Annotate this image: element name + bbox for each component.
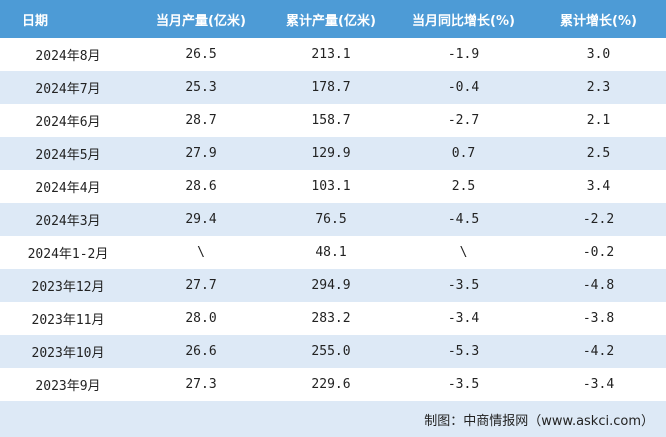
date-cell: 2023年11月 [31,313,105,328]
footer: 制图：中商情报网（www.askci.com） [0,401,666,437]
value-cell: \ [197,245,205,260]
value-cell: 2.3 [531,71,666,104]
value-cell: 76.5 [266,203,396,236]
value-cell: -3.5 [447,377,480,392]
value-cell: -5.3 [396,335,531,368]
value-cell: 28.0 [185,311,217,326]
table-row: 2023年9月 27.3 229.6 -3.5 -3.4 [0,368,666,401]
value-cell: -3.4 [582,377,615,392]
value-cell: -1.9 [447,47,480,62]
value-cell: -3.4 [447,311,480,326]
value-cell: 27.3 [185,377,217,392]
value-cell: 158.7 [311,113,351,128]
value-cell: 3.4 [586,179,611,194]
value-cell: 255.0 [266,335,396,368]
header-cell: 当月同比增长(%) [396,0,531,38]
date-cell: 2023年9月 [35,379,101,394]
value-cell: 229.6 [311,377,351,392]
table-row: 2024年3月 29.4 76.5 -4.5 -2.2 [0,203,666,236]
value-cell: 294.9 [266,269,396,302]
table-row: 2024年5月 27.9 129.9 0.7 2.5 [0,137,666,170]
table-row: 2023年12月 27.7 294.9 -3.5 -4.8 [0,269,666,302]
table-row: 2024年7月 25.3 178.7 -0.4 2.3 [0,71,666,104]
value-cell: -3.5 [396,269,531,302]
value-cell: 29.4 [136,203,266,236]
value-cell: -4.5 [396,203,531,236]
value-cell: -4.2 [531,335,666,368]
value-cell: 178.7 [266,71,396,104]
value-cell: 2.5 [531,137,666,170]
value-cell: 26.5 [185,47,217,62]
header-row: 日期 当月产量(亿米) 累计产量(亿米) 当月同比增长(%) 累计增长(%) [0,0,666,38]
table-row: 2023年11月 28.0 283.2 -3.4 -3.8 [0,302,666,335]
value-cell: 213.1 [311,47,351,62]
header-cell: 累计增长(%) [531,0,666,38]
value-cell: -0.4 [396,71,531,104]
table-row: 2024年1-2月 \ 48.1 \ -0.2 [0,236,666,269]
value-cell: -4.8 [531,269,666,302]
header-cell: 日期 [0,0,136,38]
value-cell: 2.5 [451,179,476,194]
source-note: 制图：中商情报网（www.askci.com） [424,414,654,429]
value-cell: 28.7 [185,113,217,128]
date-cell: 2023年12月 [0,269,136,302]
value-cell: 26.6 [136,335,266,368]
value-cell: 283.2 [311,311,351,326]
value-cell: -2.2 [531,203,666,236]
value-cell: 27.7 [136,269,266,302]
value-cell: 129.9 [266,137,396,170]
table-row: 2023年10月 26.6 255.0 -5.3 -4.2 [0,335,666,368]
date-cell: 2023年10月 [0,335,136,368]
date-cell: 2024年3月 [0,203,136,236]
date-cell: 2024年4月 [35,181,101,196]
value-cell: -3.8 [582,311,615,326]
value-cell: \ [459,245,468,260]
date-cell: 2024年8月 [35,49,101,64]
date-cell: 2024年1-2月 [27,247,109,262]
value-cell: 103.1 [311,179,351,194]
value-cell: 27.9 [136,137,266,170]
header-cell: 累计产量(亿米) [266,0,396,38]
value-cell: 0.7 [396,137,531,170]
value-cell: 25.3 [136,71,266,104]
value-cell: -0.2 [582,245,615,260]
table-row: 2024年6月 28.7 158.7 -2.7 2.1 [0,104,666,137]
value-cell: 2.1 [586,113,611,128]
table-row: 2024年4月 28.6 103.1 2.5 3.4 [0,170,666,203]
header-cell: 当月产量(亿米) [136,0,266,38]
value-cell: 48.1 [315,245,347,260]
value-cell: 3.0 [586,47,611,62]
value-cell: 28.6 [185,179,217,194]
date-cell: 2024年6月 [35,115,101,130]
date-cell: 2024年5月 [0,137,136,170]
table-row: 2024年8月 26.5 213.1 -1.9 3.0 [0,38,666,71]
date-cell: 2024年7月 [0,71,136,104]
value-cell: -2.7 [447,113,480,128]
data-table: 日期 当月产量(亿米) 累计产量(亿米) 当月同比增长(%) 累计增长(%) 2024年… [0,0,666,401]
